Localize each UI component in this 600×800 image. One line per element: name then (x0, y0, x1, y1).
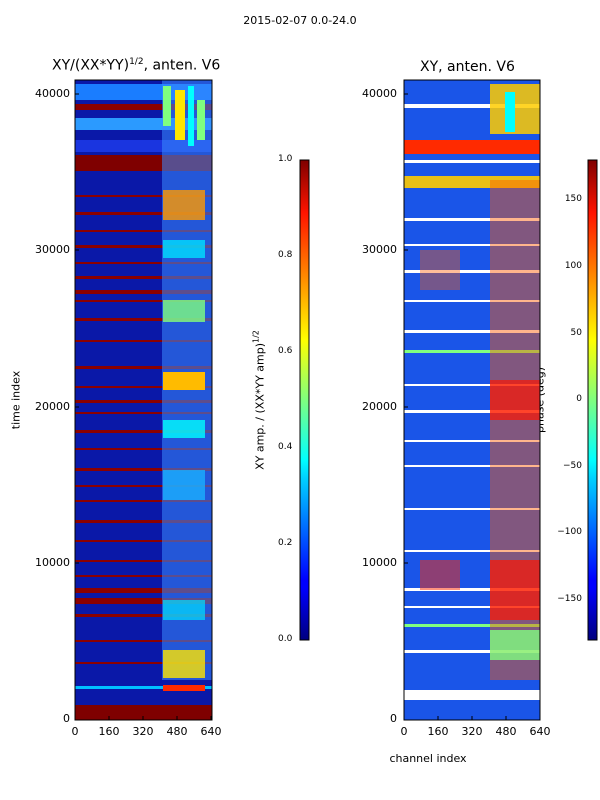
figure-suptitle: 2015-02-07 0.0-24.0 (243, 14, 357, 27)
left-ytick-40000: 40000 (35, 87, 70, 100)
left-cbar-tick-0.8: 0.8 (278, 250, 293, 260)
left-ytick-30000: 30000 (35, 243, 70, 256)
right-axis-ticks (403, 93, 541, 721)
left-cbar-tick-0.0: 0.0 (278, 634, 293, 644)
right-cbar-tick-0: 0 (576, 394, 582, 404)
left-title-text: XY/(XX*YY) (52, 57, 130, 74)
right-heatmap-active-band (420, 84, 540, 680)
left-colorbar (299, 159, 310, 641)
left-cbar-tick-0.2: 0.2 (278, 538, 293, 548)
left-title-exponent: 1/2 (129, 57, 144, 67)
right-cbar-tick-50: 50 (570, 328, 582, 338)
right-ytick-10000: 10000 (362, 556, 397, 569)
right-ytick-0: 0 (390, 712, 397, 725)
right-xtick-0: 0 (400, 725, 408, 738)
left-xtick-320: 320 (132, 725, 154, 738)
left-xtick-480: 480 (166, 725, 188, 738)
right-cbar-tick-150: 150 (564, 194, 582, 204)
right-colorbar (587, 159, 598, 641)
left-ytick-0: 0 (63, 712, 70, 725)
right-panel-title: XY, anten. V6 (420, 59, 515, 75)
right-cbar-tick-100: 100 (564, 261, 582, 271)
right-xtick-320: 320 (461, 725, 483, 738)
right-cbar-tick-minus50: −50 (563, 461, 582, 471)
left-title-suffix: , anten. V6 (143, 57, 221, 74)
right-xtick-480: 480 (495, 725, 517, 738)
left-xtick-0: 0 (71, 725, 79, 738)
left-heatmap (74, 79, 213, 721)
right-cbar-tick-minus150: −150 (557, 594, 582, 604)
left-xtick-160: 160 (98, 725, 120, 738)
left-axis-ticks (74, 93, 212, 721)
right-xlabel: channel index (389, 752, 467, 765)
right-heatmap (403, 79, 541, 721)
left-ytick-20000: 20000 (35, 400, 70, 413)
left-cbar-tick-0.4: 0.4 (278, 442, 293, 452)
left-cbar-tick-0.6: 0.6 (278, 346, 293, 356)
left-xtick-640: 640 (200, 725, 222, 738)
left-panel-title: XY/(XX*YY)1/2, anten. V6 (52, 57, 220, 74)
right-xtick-640: 640 (529, 725, 551, 738)
left-cbar-tick-1.0: 1.0 (278, 154, 293, 164)
right-ytick-20000: 20000 (362, 400, 397, 413)
left-ytick-10000: 10000 (35, 556, 70, 569)
right-heatmap-stripes (404, 104, 540, 700)
right-xtick-160: 160 (427, 725, 449, 738)
right-ytick-40000: 40000 (362, 87, 397, 100)
left-heatmap-active-band (162, 80, 212, 691)
right-cbar-tick-minus100: −100 (557, 527, 582, 537)
right-ytick-30000: 30000 (362, 243, 397, 256)
